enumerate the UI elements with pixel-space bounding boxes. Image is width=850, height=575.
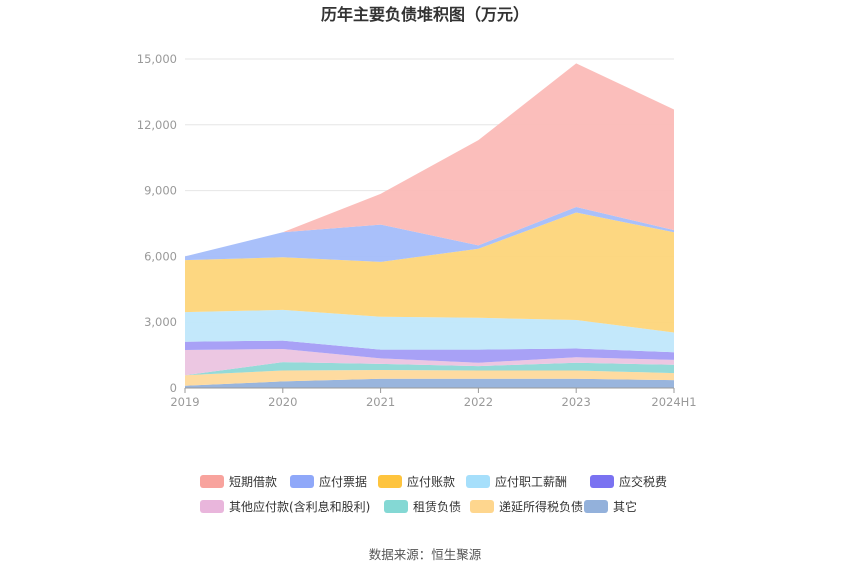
- legend-swatch: [466, 475, 490, 488]
- area-series-1: [185, 370, 674, 386]
- legend-item[interactable]: 应付票据: [290, 474, 367, 489]
- area-series-3: [185, 348, 674, 376]
- area-series-2: [185, 362, 674, 376]
- legend-label: 应付账款: [407, 474, 455, 489]
- x-tick-label: 2023: [562, 395, 591, 409]
- legend-item[interactable]: 应交税费: [590, 474, 667, 489]
- legend-item[interactable]: 递延所得税负债: [470, 499, 583, 514]
- legend-label: 应交税费: [619, 474, 667, 489]
- legend-swatch: [584, 500, 608, 513]
- legend-item[interactable]: 应付账款: [378, 474, 455, 489]
- legend-label: 短期借款: [229, 475, 277, 489]
- legend-swatch: [200, 475, 224, 488]
- x-tick-label: 2021: [366, 395, 395, 409]
- x-tick-label: 2019: [170, 395, 199, 409]
- legend-label: 租赁负债: [413, 500, 461, 514]
- legend-item[interactable]: 其他应付款(含利息和股利): [200, 499, 370, 514]
- legend-swatch: [378, 475, 402, 488]
- legend-label: 其它: [613, 499, 637, 514]
- legend-swatch: [590, 475, 614, 488]
- area-series-5: [185, 309, 674, 353]
- area-series-7: [185, 207, 674, 262]
- legend-swatch: [470, 500, 494, 513]
- area-series-6: [185, 212, 674, 333]
- legend-swatch: [290, 475, 314, 488]
- legend-label: 其他应付款(含利息和股利): [229, 499, 370, 514]
- area-series-0: [185, 378, 674, 388]
- y-tick-label: 12,000: [137, 118, 177, 132]
- y-tick-label: 6,000: [144, 249, 177, 263]
- legend-label: 递延所得税负债: [499, 499, 583, 514]
- area-series-4: [185, 340, 674, 363]
- stacked-areas: [185, 63, 674, 388]
- y-tick-label: 0: [170, 381, 177, 395]
- data-source: 数据来源：恒生聚源: [369, 547, 482, 562]
- legend-item[interactable]: 应付职工薪酬: [466, 474, 567, 489]
- legend-swatch: [200, 500, 224, 513]
- x-tick-label: 2022: [464, 395, 493, 409]
- y-tick-label: 9,000: [144, 184, 177, 198]
- grid-lines: 0 3,000 6,000 9,000 12,000 15,000: [137, 52, 674, 395]
- legend-item[interactable]: 其它: [584, 499, 637, 514]
- x-tick-label: 2020: [268, 395, 297, 409]
- y-tick-label: 15,000: [137, 52, 177, 66]
- chart-title: 历年主要负债堆积图（万元）: [321, 5, 529, 24]
- x-tick-label: 2024H1: [651, 395, 696, 409]
- legend-item[interactable]: 短期借款: [200, 475, 277, 489]
- axes: 2019 2020 2021 2022 2023 2024H1: [170, 387, 697, 409]
- area-series-8: [185, 63, 674, 257]
- legend-swatch: [384, 500, 408, 513]
- legend-label: 应付职工薪酬: [495, 474, 567, 489]
- legend-label: 应付票据: [319, 474, 367, 489]
- y-tick-label: 3,000: [144, 315, 177, 329]
- legend-item[interactable]: 租赁负债: [384, 500, 461, 514]
